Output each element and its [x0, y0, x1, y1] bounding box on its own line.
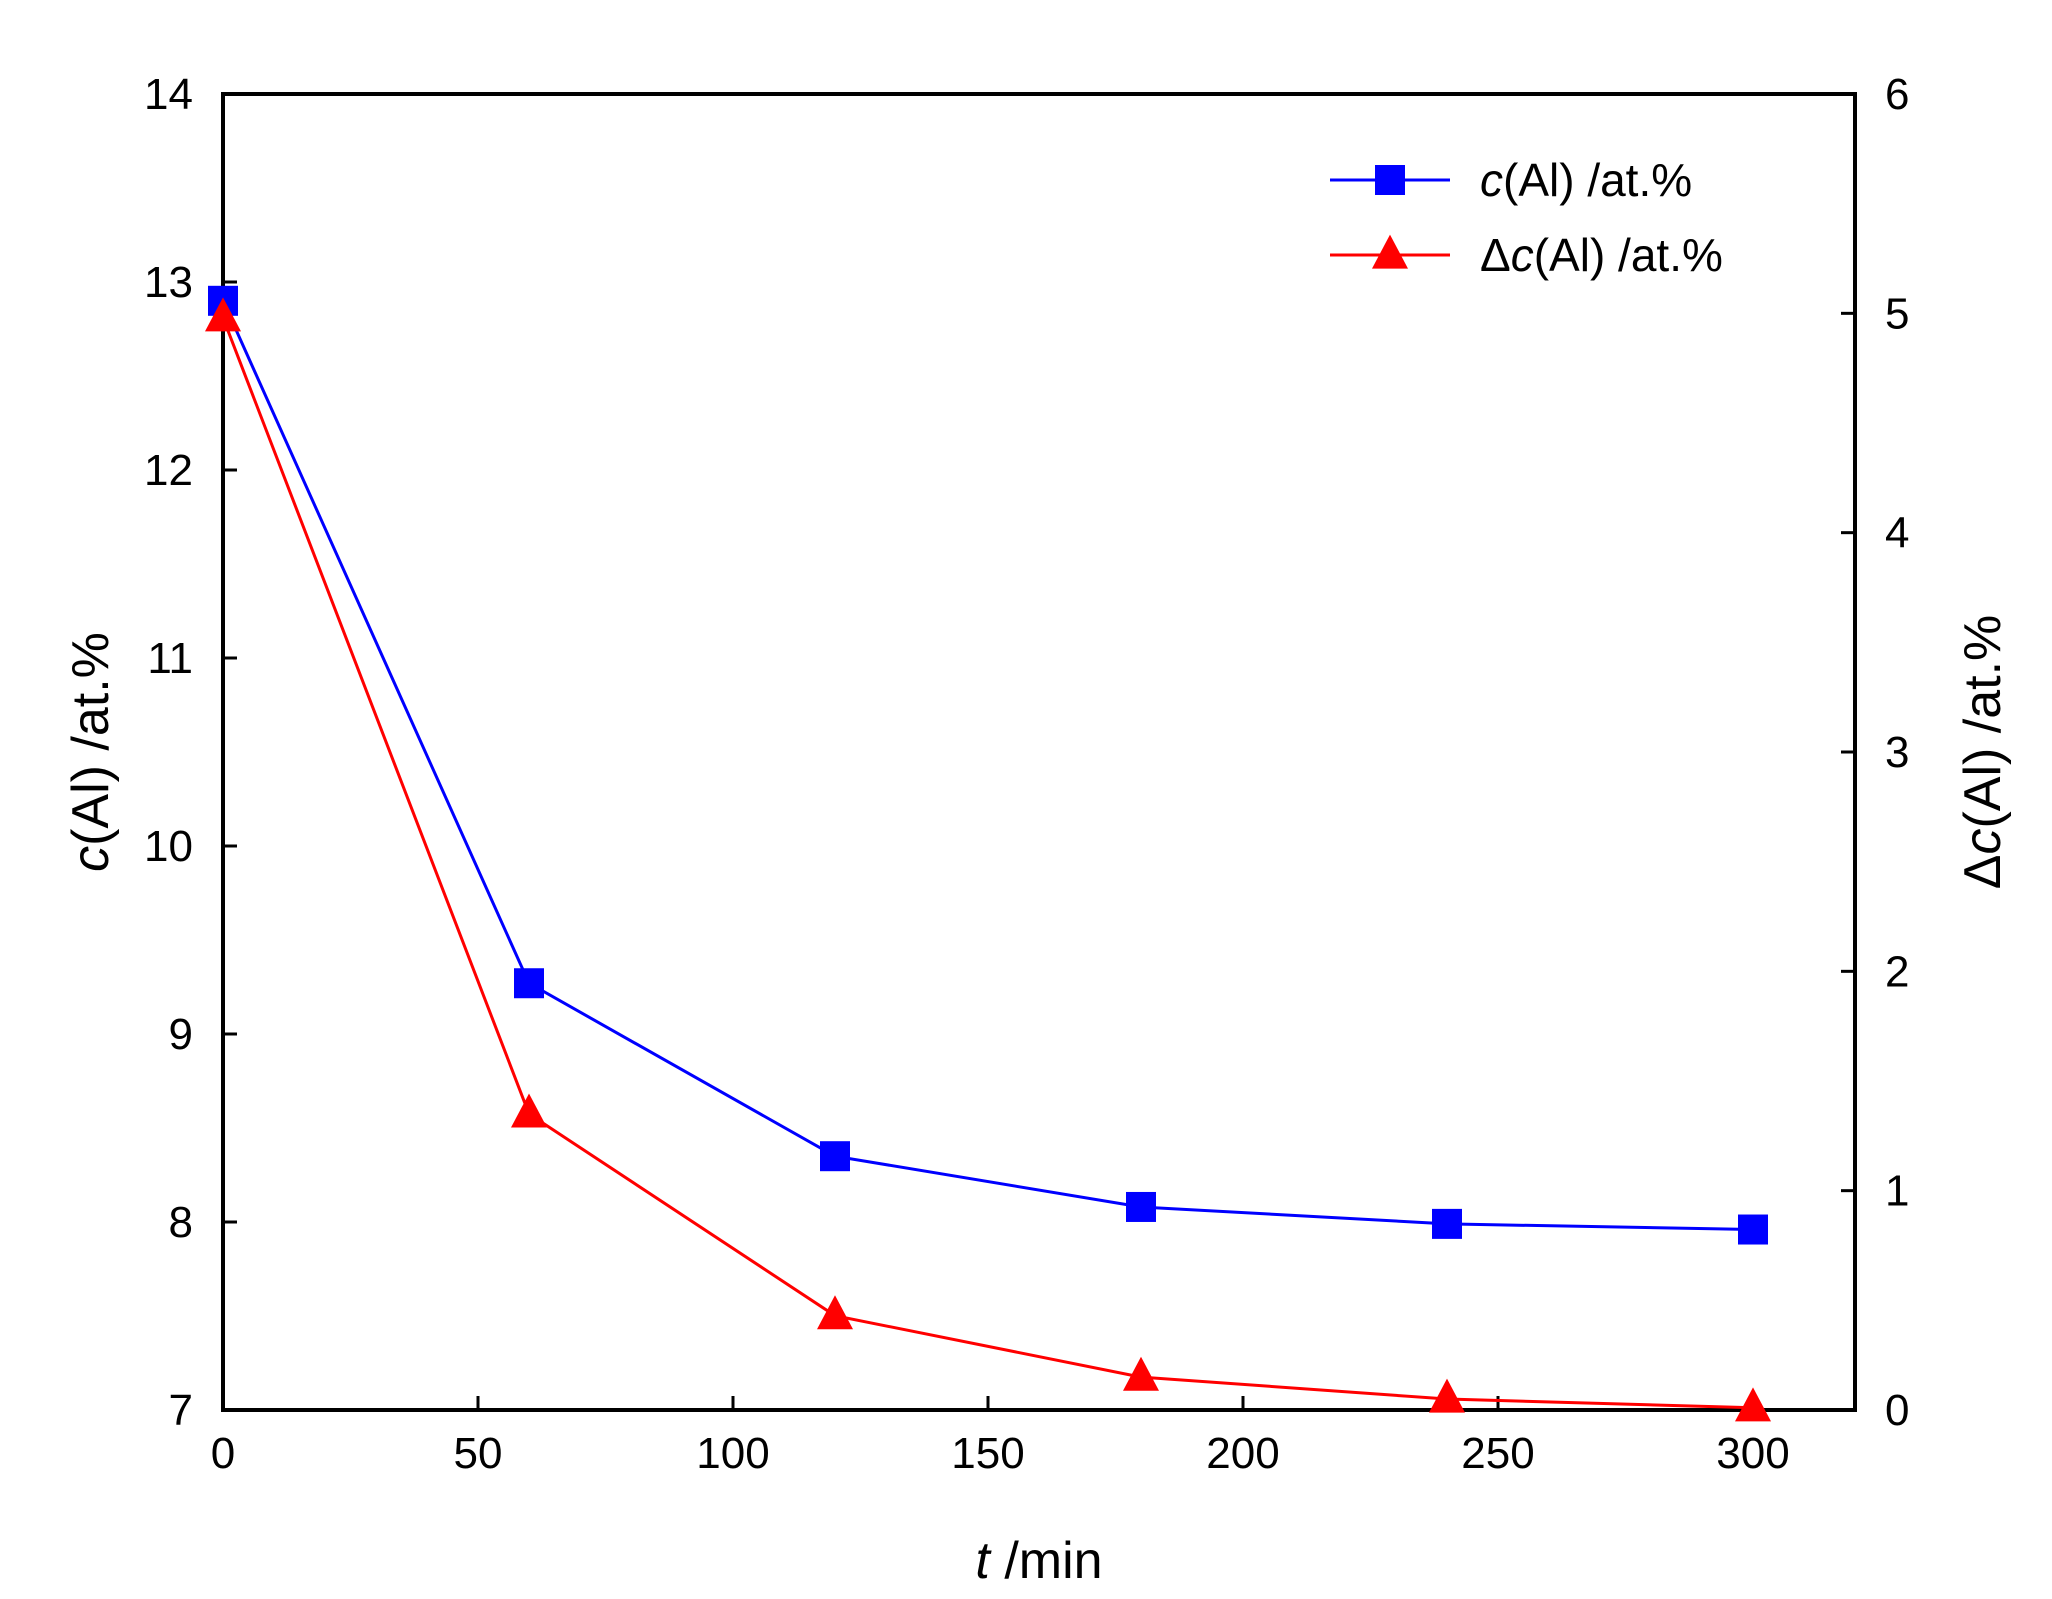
- x-tick-label: 300: [1716, 1429, 1789, 1478]
- legend-label-1: c(Al) /at.%: [1480, 154, 1692, 206]
- series-line-2: [221, 317, 1754, 1410]
- series-1-point: [514, 968, 544, 999]
- legend-marker-2: [1372, 234, 1408, 269]
- y-tick-label: 11: [147, 634, 193, 683]
- y-tick-label: 8: [169, 1198, 193, 1247]
- series-line-1: [221, 300, 1754, 1232]
- series-2-point: [511, 1093, 547, 1128]
- legend-label-unit: (Al) /at.%: [1534, 229, 1723, 281]
- y2-tick-label: 6: [1885, 70, 1909, 119]
- x-axis-title-unit: /min: [990, 1532, 1103, 1590]
- legend-label-unit: (Al) /at.%: [1503, 154, 1692, 206]
- series-markers: [205, 285, 1771, 1422]
- y-axis-title: c(Al) /at.%: [62, 632, 120, 872]
- legend-label-var: c: [1511, 229, 1534, 281]
- y2-tick-label: 1: [1885, 1167, 1909, 1216]
- series-1-point: [1126, 1191, 1156, 1222]
- x-tick-label: 200: [1206, 1429, 1279, 1478]
- x-axis-title-var: t: [975, 1532, 992, 1590]
- legend-marker-1: [1375, 165, 1405, 195]
- y-tick-label: 13: [144, 258, 193, 307]
- y-tick-label: 14: [144, 70, 193, 119]
- x-tick-label: 0: [211, 1429, 235, 1478]
- y2-axis-title-unit: (Al) /at.%: [1954, 615, 2012, 829]
- series-2-point: [1123, 1356, 1159, 1391]
- series-lines: [221, 300, 1754, 1410]
- series-1-point: [1738, 1214, 1768, 1245]
- y2-axis-title-prefix: Δ: [1954, 855, 2012, 890]
- y-tick-label: 10: [144, 822, 193, 871]
- y2-tick-label: 2: [1885, 947, 1909, 996]
- y2-tick-label: 5: [1885, 289, 1909, 338]
- series-2-point: [1429, 1378, 1465, 1413]
- y-tick-label: 12: [144, 446, 193, 495]
- x-tick-label: 50: [454, 1429, 503, 1478]
- y-axis-title-unit: (Al) /at.%: [62, 632, 120, 846]
- x-tick-label: 100: [696, 1429, 769, 1478]
- x-tick-label: 250: [1461, 1429, 1534, 1478]
- legend-label-2: Δc(Al) /at.%: [1480, 229, 1723, 281]
- plot-frame: [221, 92, 1857, 1412]
- series-2-point: [817, 1295, 853, 1330]
- series-1-point: [820, 1141, 850, 1172]
- series-1-point: [1432, 1208, 1462, 1239]
- legend-label-var: c: [1480, 154, 1503, 206]
- y-axis-title-var: c: [62, 846, 120, 872]
- x-tick-label: 150: [951, 1429, 1024, 1478]
- y2-axis-title-var: c: [1954, 829, 2012, 855]
- y2-tick-label: 4: [1885, 509, 1909, 558]
- legend-label-prefix: Δ: [1480, 229, 1511, 281]
- y2-tick-label: 0: [1885, 1386, 1909, 1435]
- series-2-point: [1735, 1387, 1771, 1422]
- y-tick-label: 9: [169, 1010, 193, 1059]
- x-axis-title: t /min: [975, 1532, 1102, 1590]
- legend: c(Al) /at.%Δc(Al) /at.%: [1330, 154, 1723, 281]
- y2-axis-title: Δc(Al) /at.%: [1954, 615, 2012, 890]
- y-tick-label: 7: [169, 1386, 193, 1435]
- y2-tick-label: 3: [1885, 728, 1909, 777]
- series-2-point: [205, 297, 241, 332]
